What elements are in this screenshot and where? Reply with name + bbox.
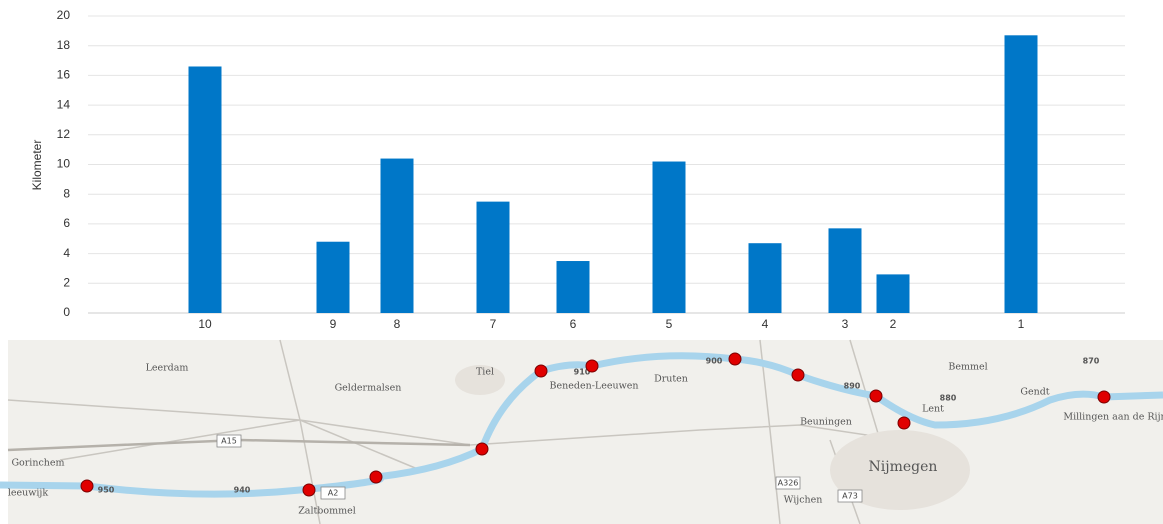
highway (7, 438, 471, 452)
location-marker (369, 470, 383, 484)
bar (188, 66, 222, 314)
place-label: Gorinchem (11, 458, 64, 469)
place-label: leeuwijk (8, 488, 49, 499)
y-tick-label: 0 (63, 305, 70, 319)
x-tick-label: 2 (890, 317, 897, 331)
location-marker (1097, 390, 1111, 404)
y-tick-label: 18 (57, 38, 71, 52)
km-marker: 870 (1083, 357, 1100, 366)
km-marker: 890 (844, 382, 861, 391)
km-marker: 940 (234, 486, 251, 495)
location-marker (475, 442, 489, 456)
road-shield (775, 476, 801, 490)
place-label: Nijmegen (869, 459, 938, 475)
x-tick-label: 10 (198, 317, 212, 331)
place-label: Lent (922, 404, 944, 415)
bar (556, 261, 590, 313)
place-label: Beuningen (800, 417, 852, 428)
location-marker (897, 416, 911, 430)
location-marker (534, 364, 548, 378)
road-label: A73 (842, 492, 858, 501)
place-label: Geldermalsen (335, 383, 402, 394)
x-tick-label: 8 (394, 317, 401, 331)
y-tick-label: 10 (57, 157, 71, 171)
location-marker (80, 479, 94, 493)
city-area (830, 430, 970, 510)
x-tick-label: 5 (666, 317, 673, 331)
place-label: Wijchen (784, 495, 823, 506)
y-tick-label: 8 (63, 186, 70, 200)
km-marker: 880 (940, 394, 957, 403)
road-label: A15 (221, 437, 237, 446)
bar (748, 243, 782, 313)
place-label: Beneden-Leeuwen (550, 381, 639, 392)
km-marker: 900 (706, 357, 723, 366)
x-tick-label: 6 (570, 317, 577, 331)
bar (652, 161, 686, 313)
location-marker (728, 352, 742, 366)
x-tick-label: 1 (1018, 317, 1025, 331)
road-shield (320, 486, 346, 500)
bar (380, 158, 414, 313)
place-label: Gendt (1020, 387, 1049, 398)
km-marker: 950 (98, 486, 115, 495)
km-marker: 910 (574, 368, 591, 377)
road-shield (216, 434, 242, 448)
y-tick-label: 4 (63, 246, 70, 260)
location-marker (302, 483, 316, 497)
map (0, 339, 1163, 524)
x-tick-label: 9 (330, 317, 337, 331)
x-tick-label: 3 (842, 317, 849, 331)
road-label: A326 (778, 479, 799, 488)
bar (876, 274, 910, 313)
x-tick-label: 7 (490, 317, 497, 331)
y-tick-label: 14 (57, 97, 71, 111)
bar (316, 241, 350, 313)
location-marker (791, 368, 805, 382)
location-marker (869, 389, 883, 403)
location-marker (585, 359, 599, 373)
road-label: A2 (328, 489, 339, 498)
y-tick-label: 20 (57, 8, 71, 22)
place-label: Bemmel (948, 362, 987, 373)
place-label: Millingen aan de Rijn (1063, 412, 1163, 423)
y-tick-label: 6 (63, 216, 70, 230)
y-axis-label: Kilometer (30, 140, 44, 191)
river (0, 352, 1163, 498)
place-label: Tiel (476, 367, 494, 378)
y-tick-label: 2 (63, 275, 70, 289)
place-label: Leerdam (146, 363, 189, 374)
bar (476, 201, 510, 313)
road-shield (837, 489, 863, 503)
place-label: Zaltbommel (298, 506, 356, 517)
bar (1004, 35, 1038, 314)
city-area (455, 365, 505, 395)
y-tick-label: 16 (57, 68, 71, 82)
x-tick-label: 4 (762, 317, 769, 331)
place-label: Druten (654, 374, 688, 385)
bar (828, 228, 862, 313)
y-tick-label: 12 (57, 127, 71, 141)
